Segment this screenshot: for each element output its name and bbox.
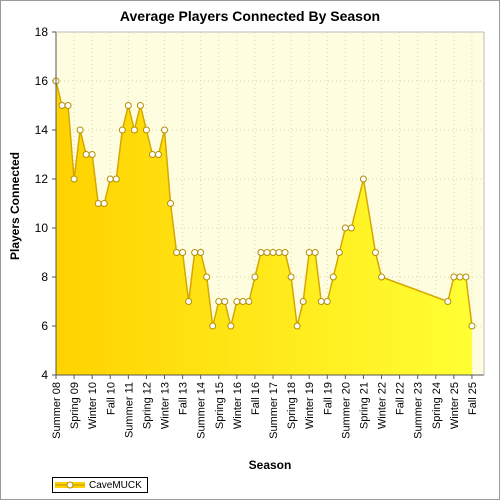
x-tick-label: Summer 11 [123,382,135,438]
data-point [191,249,199,256]
y-tick-label: 8 [41,270,48,284]
data-point [293,322,301,330]
x-tick-label: Fall 25 [467,382,479,415]
data-point [179,249,187,256]
x-tick-label: Spring 12 [141,382,153,429]
x-tick-label: Summer 08 [51,382,63,439]
x-tick-label: Spring 09 [69,382,81,429]
data-point [161,126,169,134]
data-point [317,298,325,305]
data-point [468,322,476,330]
data-point [335,249,343,256]
chart-title: Average Players Connected By Season [119,8,381,24]
data-point [148,151,156,158]
data-point [154,151,162,158]
data-point [281,249,289,256]
y-tick-label: 14 [35,123,49,137]
data-point [197,249,205,256]
x-tick-label: Fall 13 [178,382,190,415]
x-tick-label: Spring 21 [358,382,370,429]
x-tick-label: Winter 19 [304,382,316,429]
data-point [227,322,235,330]
data-point [142,126,150,134]
x-tick-label: Fall 22 [395,382,407,415]
data-point [371,249,379,256]
data-point [185,298,193,305]
data-point [233,298,241,305]
data-point [167,200,175,207]
legend-swatch [55,481,85,489]
x-tick-label: Spring 15 [214,382,226,429]
x-tick-label: Fall 10 [105,382,117,415]
y-tick-label: 6 [41,319,48,333]
data-point [88,151,96,158]
data-point [359,175,367,183]
y-tick-label: 18 [35,25,49,39]
data-point [347,224,355,232]
x-tick-label: Fall 19 [322,382,334,415]
x-tick-label: Summer 23 [413,382,425,439]
x-tick-label: Winter 16 [232,382,244,429]
data-point [287,273,295,281]
data-point [58,102,66,109]
data-point [221,298,229,305]
data-point [215,298,223,305]
data-point [341,224,349,232]
data-point [209,322,217,330]
legend: CaveMUCK [52,477,148,493]
data-point [450,273,458,281]
data-point [64,102,72,109]
x-tick-label: Winter 10 [87,382,99,429]
data-point [124,102,132,109]
x-tick-label: Spring 24 [431,382,443,429]
y-tick-label: 12 [35,172,49,186]
data-point [76,126,84,134]
x-tick-label: Winter 13 [160,382,172,429]
data-point [239,298,247,305]
data-point [329,273,337,281]
data-point [311,249,319,256]
x-tick-label: Summer 14 [196,382,208,439]
x-tick-label: Fall 16 [250,382,262,415]
data-point [112,175,120,183]
data-point [106,175,114,183]
data-point [82,151,90,158]
data-point [299,298,307,305]
x-tick-label: Summer 20 [340,382,352,439]
data-point [456,273,464,281]
legend-label: CaveMUCK [89,479,142,491]
data-point [462,273,470,281]
data-point [245,298,253,305]
data-point [444,298,452,305]
data-point [305,249,313,256]
x-tick-label: Winter 25 [449,382,461,429]
data-point [251,273,259,281]
data-point [100,200,108,207]
data-point [94,200,102,207]
data-point [70,175,78,183]
data-point [263,249,271,256]
y-tick-label: 10 [35,221,49,235]
x-tick-label: Winter 22 [377,382,389,429]
data-point [173,249,181,256]
data-point [203,273,211,281]
data-point [118,126,126,134]
data-point [257,249,265,256]
x-tick-label: Summer 17 [268,382,280,439]
data-point [269,249,277,256]
data-point [275,249,283,256]
data-point [323,298,331,305]
data-point [378,273,386,281]
data-point [136,102,144,109]
x-axis-title: Season [248,458,292,472]
x-tick-label: Spring 18 [286,382,298,429]
data-point [130,126,138,134]
y-tick-label: 16 [35,74,49,88]
y-tick-label: 4 [41,368,48,382]
